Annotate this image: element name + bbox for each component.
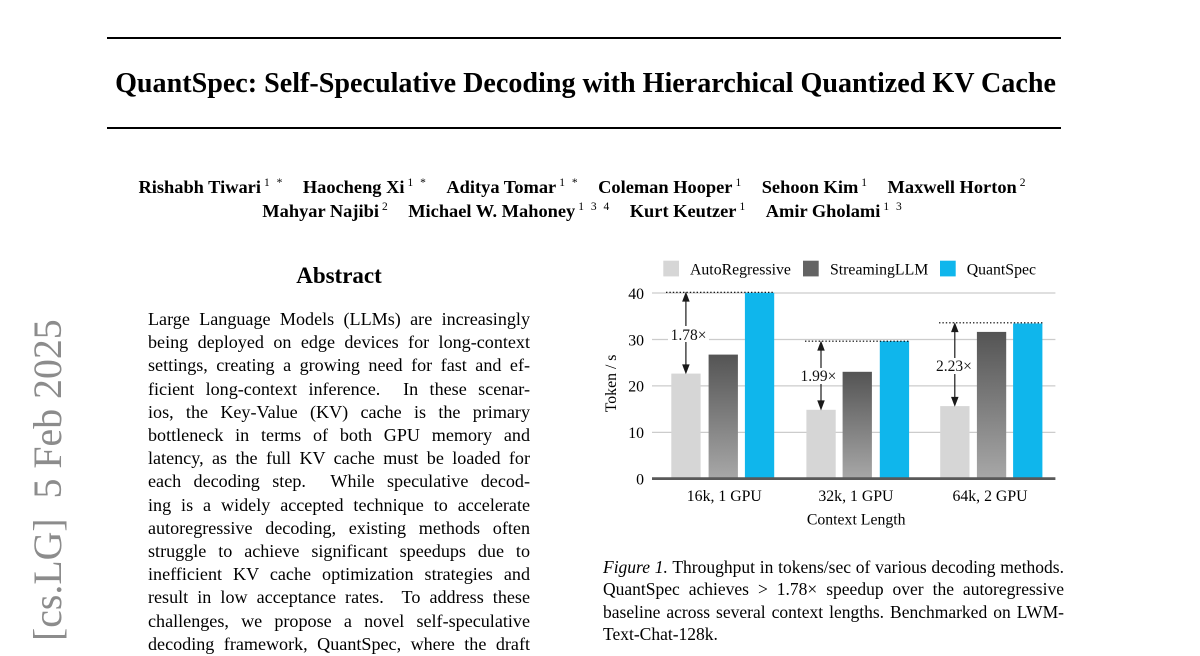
- svg-text:1.78×: 1.78×: [671, 327, 707, 344]
- svg-text:1.99×: 1.99×: [800, 368, 836, 385]
- svg-text:40: 40: [628, 286, 644, 303]
- svg-text:30: 30: [628, 332, 644, 349]
- svg-text:QuantSpec: QuantSpec: [967, 262, 1036, 279]
- svg-text:AutoRegressive: AutoRegressive: [690, 262, 791, 279]
- svg-text:64k, 2 GPU: 64k, 2 GPU: [952, 488, 1028, 505]
- svg-text:Token / s: Token / s: [603, 355, 620, 413]
- svg-text:10: 10: [628, 425, 644, 442]
- svg-text:32k, 1 GPU: 32k, 1 GPU: [818, 488, 894, 505]
- svg-text:0: 0: [636, 472, 644, 489]
- svg-text:16k, 1 GPU: 16k, 1 GPU: [687, 488, 763, 505]
- svg-text:StreamingLLM: StreamingLLM: [830, 262, 928, 279]
- svg-text:2.23×: 2.23×: [936, 358, 972, 375]
- svg-text:Context Length: Context Length: [807, 512, 906, 529]
- svg-text:20: 20: [628, 379, 644, 396]
